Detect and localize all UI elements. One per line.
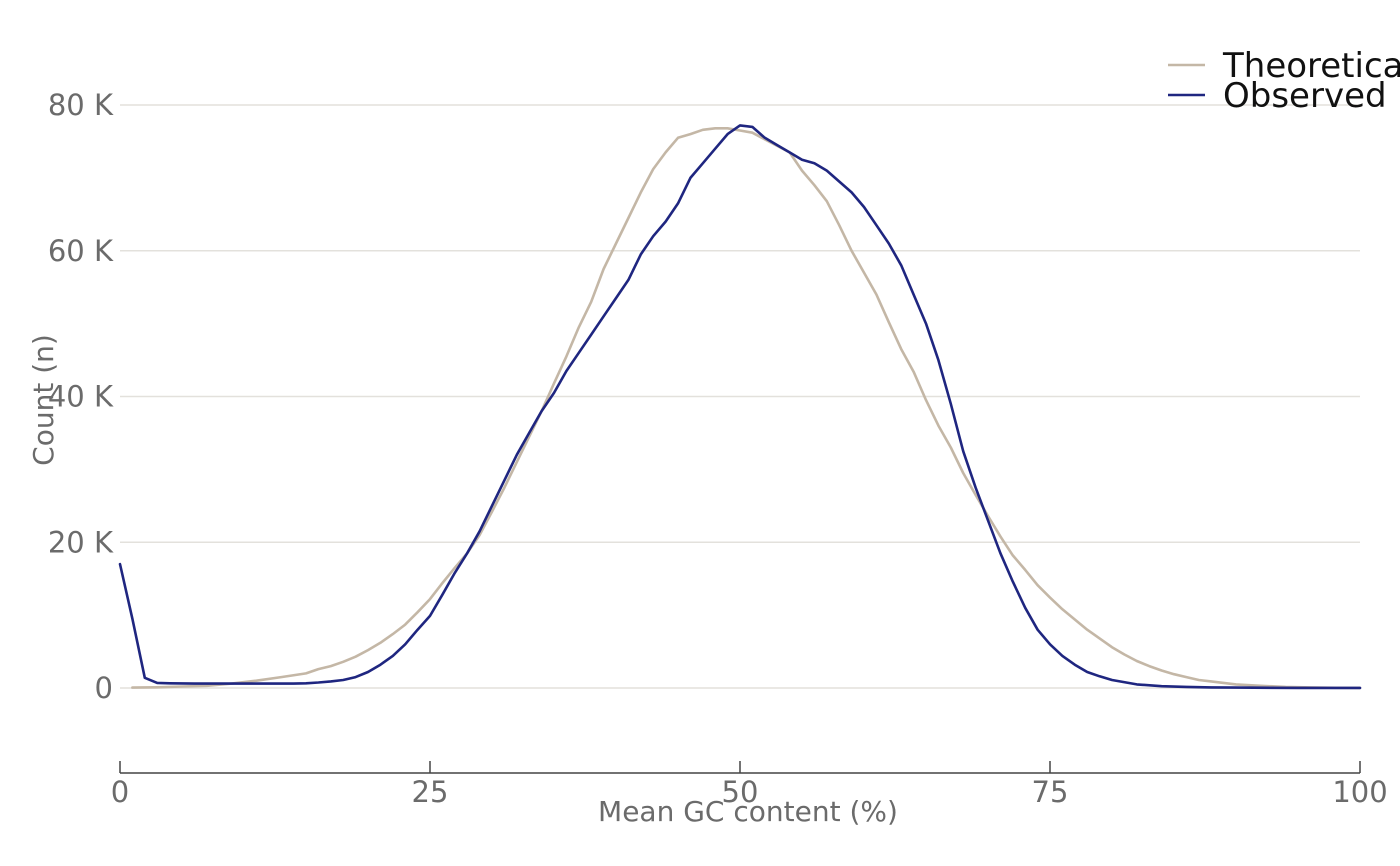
y-tick-label: 80 K <box>48 88 114 122</box>
x-tick-label: 0 <box>111 775 129 809</box>
legend-label: Observed <box>1223 76 1387 116</box>
series-lines <box>118 124 1362 690</box>
y-axis-ticks: 0 20 K 40 K 60 K 80 K <box>48 88 114 705</box>
x-tick-label: 50 <box>722 775 759 809</box>
series-line-observed <box>118 124 1362 690</box>
gridlines <box>120 104 1360 689</box>
x-tick-label: 75 <box>1032 775 1069 809</box>
y-tick-label: 40 K <box>48 380 114 414</box>
y-axis-title: Count (n) <box>27 334 60 466</box>
y-tick-label: 20 K <box>48 525 114 559</box>
legend-label: Theoretical <box>1222 46 1400 86</box>
y-tick-label: 60 K <box>48 234 114 268</box>
series-line-theoretical <box>131 127 1362 690</box>
x-axis-title: Mean GC content (%) <box>598 795 898 828</box>
x-axis: 0 25 50 75 100 <box>111 761 1388 809</box>
x-tick-label: 25 <box>412 775 449 809</box>
y-tick-label: 0 <box>95 671 113 705</box>
x-tick-label: 100 <box>1332 775 1387 809</box>
